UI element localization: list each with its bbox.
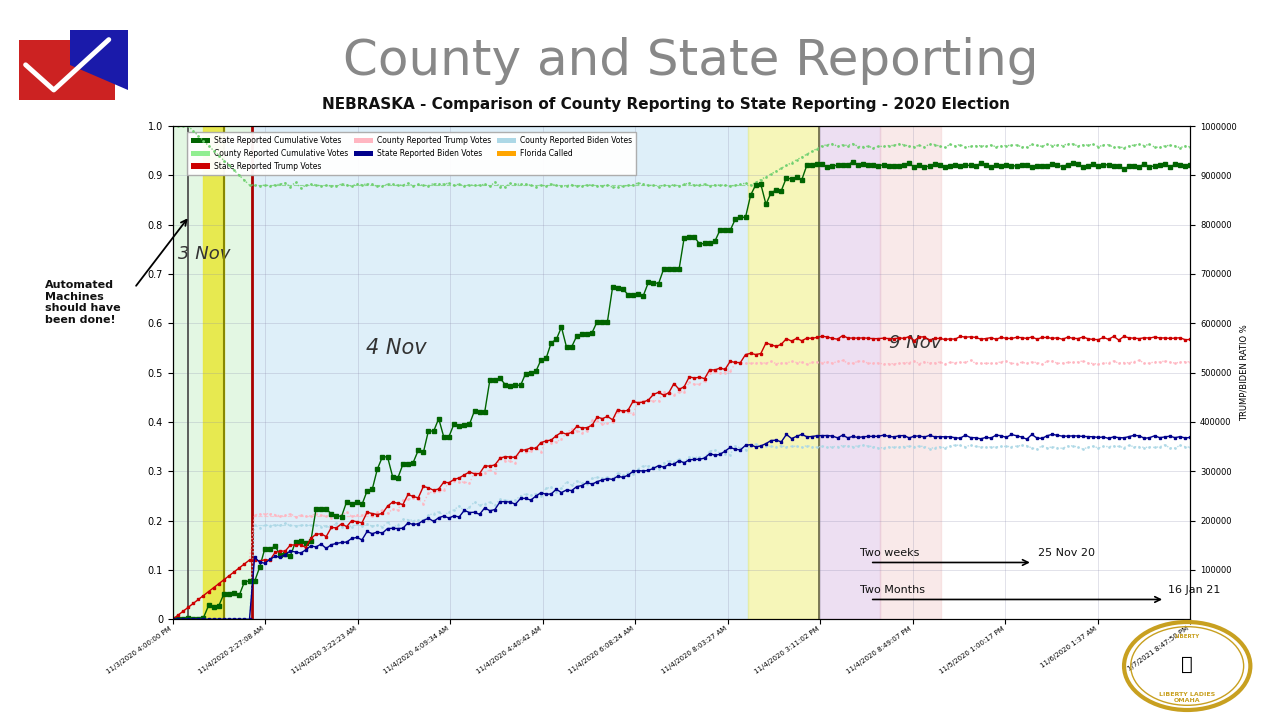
Bar xyxy=(819,126,881,619)
Text: Automated
Machines
should have
been done!: Automated Machines should have been done… xyxy=(45,280,120,325)
Legend: State Reported Cumulative Votes, County Reported Cumulative Votes, State Reporte: State Reported Cumulative Votes, County … xyxy=(187,132,636,174)
Bar xyxy=(204,126,224,619)
Bar xyxy=(748,126,819,619)
Y-axis label: TRUMP/BIDEN RATIO %: TRUMP/BIDEN RATIO % xyxy=(1239,324,1249,421)
Polygon shape xyxy=(19,40,115,100)
Text: 3 Nov: 3 Nov xyxy=(178,246,230,264)
Text: 🗽: 🗽 xyxy=(1181,654,1193,674)
Text: 16 Jan 21: 16 Jan 21 xyxy=(1169,585,1220,595)
Text: LIBERTY LADIES
OMAHA: LIBERTY LADIES OMAHA xyxy=(1160,693,1215,703)
Text: ◀   ▲   CC   ●●●   ▶: ◀ ▲ CC ●●● ▶ xyxy=(45,701,172,714)
Bar xyxy=(881,126,941,619)
Text: NEBRASKA - Comparison of County Reporting to State Reporting - 2020 Election: NEBRASKA - Comparison of County Reportin… xyxy=(321,97,1010,112)
Bar xyxy=(173,126,252,619)
Text: County and State Reporting: County and State Reporting xyxy=(343,37,1039,85)
Text: LIBERTY: LIBERTY xyxy=(1175,634,1199,639)
Polygon shape xyxy=(70,30,128,90)
Text: Two weeks: Two weeks xyxy=(860,548,919,557)
Text: 4 Nov: 4 Nov xyxy=(366,338,428,358)
Text: Two Months: Two Months xyxy=(860,585,924,595)
Bar xyxy=(252,126,748,619)
Text: 25 Nov 20: 25 Nov 20 xyxy=(1038,548,1094,557)
Text: 9 Nov: 9 Nov xyxy=(890,334,942,352)
